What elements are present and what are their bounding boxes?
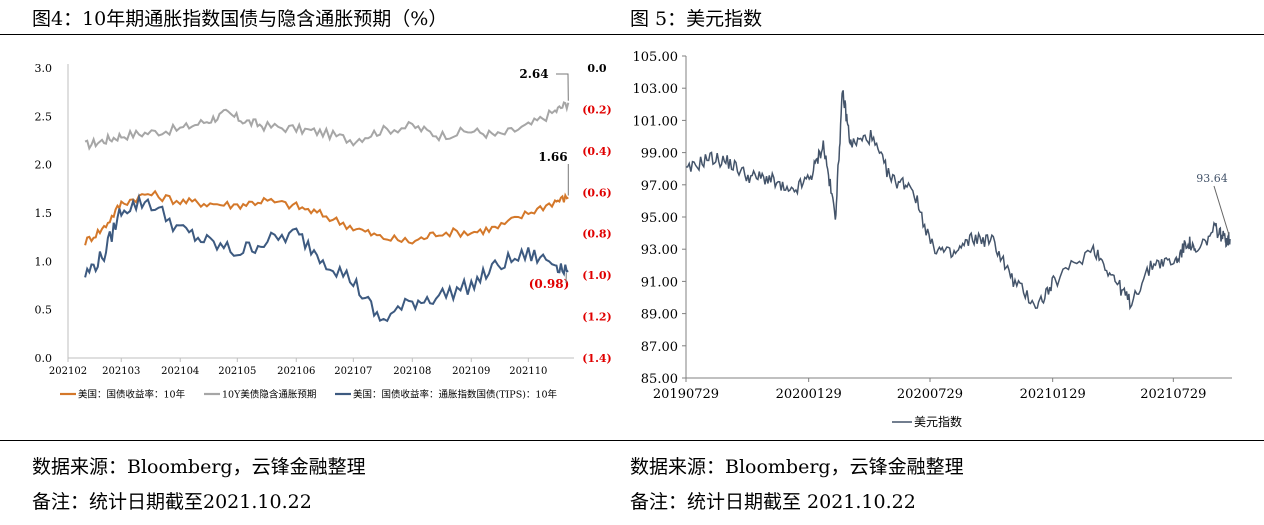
right-y-tick-label: (0.8) [582,228,612,241]
left-y-tick-label: 1.5 [35,207,53,220]
series-line-2 [84,193,569,323]
y-tick-label: 87.00 [641,340,678,355]
annotation-leader [556,73,569,101]
y-tick-label: 89.00 [641,308,678,323]
right-note: 备注：统计日期截至 2021.10.22 [630,491,916,513]
x-tick-label: 202102 [49,366,87,377]
right-figure-caption: 图 5：美元指数 [630,8,763,30]
right-y-tick-label: (0.6) [582,186,612,199]
x-tick-label: 20210729 [1140,387,1206,402]
x-tick-label: 202108 [393,366,431,377]
right-y-tick-label: (0.2) [582,103,612,116]
right-y-tick-label: (0.4) [582,145,612,158]
annotation-label: 1.66 [538,150,567,164]
x-tick-label: 20200729 [897,387,963,402]
x-tick-label: 202105 [218,366,256,377]
dollar-index-chart: 85.00 87.00 89.00 91.00 93.00 95.00 97.00 99.00… [633,50,1232,429]
x-tick-label: 202107 [334,366,372,377]
y-tick-label: 97.00 [641,179,678,194]
left-y-tick-label: 3.0 [35,62,53,75]
left-y-tick-label: 2.0 [35,159,53,172]
x-tick-label: 202106 [277,366,315,377]
y-tick-label: 93.00 [641,243,678,258]
x-tick-label: 20200129 [776,387,842,402]
right-y-tick-label: 0.0 [587,62,606,75]
x-tick-label: 202104 [161,366,199,377]
y-tick-label: 103.00 [633,82,679,97]
legend-label: 10Y美债隐含通胀预期 [222,389,316,401]
annotation-label: 93.64 [1196,172,1228,185]
left-figure-caption: 图4：10年期通胀指数国债与隐含通胀预期（%） [32,8,448,30]
right-y-tick-label: (1.0) [582,269,612,282]
right-source: 数据来源：Bloomberg，云锋金融整理 [630,456,964,478]
dollar-index-line [685,90,1231,311]
y-tick-label: 99.00 [641,147,678,162]
x-tick-label: 202109 [452,366,490,377]
y-tick-label: 95.00 [641,211,678,226]
y-tick-label: 105.00 [633,50,679,65]
tips-breakeven-chart: 0.0 0.5 1.0 1.5 2.0 2.5 3.0 0.0 (0.2) (0.4) (0.6) (… [35,62,612,401]
right-y-tick-label: (1.4) [582,352,612,365]
x-tick-label: 202110 [509,366,547,377]
legend-label: 美元指数 [914,414,962,429]
x-tick-label: 20190729 [653,387,719,402]
legend-label: 美国：国债收益率：10年 [78,389,186,401]
annotation-leader [1213,185,1230,236]
x-tick-label: 20210129 [1020,387,1086,402]
left-y-tick-label: 2.5 [35,110,53,123]
left-y-tick-label: 0.0 [35,352,53,365]
left-y-tick-label: 1.0 [35,255,53,268]
series-line-0 [84,101,570,151]
x-tick-label: 202103 [102,366,140,377]
left-note: 备注：统计日期截至2021.10.22 [32,491,312,513]
bottom-rule [0,440,1264,441]
annotation-label: 2.64 [519,67,548,81]
right-y-tick-label: (1.2) [582,311,612,324]
legend-label: 美国：国债收益率：通胀指数国债(TIPS)：10年 [353,389,557,401]
series-line-1 [84,189,569,246]
y-tick-label: 85.00 [641,372,678,387]
left-source: 数据来源：Bloomberg，云锋金融整理 [32,456,366,478]
y-tick-label: 91.00 [641,275,678,290]
y-tick-label: 101.00 [633,114,679,129]
annotation-label: (0.98) [529,277,570,291]
top-rule [0,34,1264,35]
left-y-tick-label: 0.5 [35,304,53,317]
